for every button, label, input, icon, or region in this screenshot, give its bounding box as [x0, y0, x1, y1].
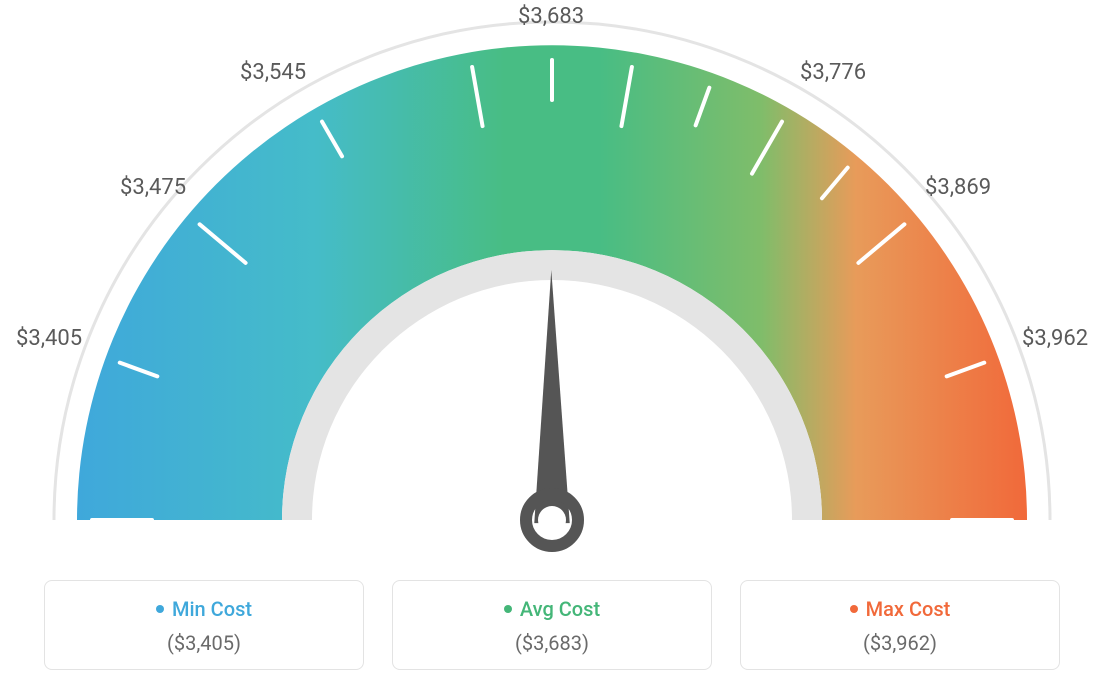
legend-card-avg: Avg Cost ($3,683) — [392, 580, 712, 670]
legend-card-min: Min Cost ($3,405) — [44, 580, 364, 670]
legend-min-value: ($3,405) — [45, 631, 363, 655]
gauge-tick-label: $3,776 — [800, 60, 866, 85]
legend-avg-value: ($3,683) — [393, 631, 711, 655]
gauge-chart: $3,405 $3,475 $3,545 $3,683 $3,776 $3,869 $3,9… — [0, 0, 1104, 560]
legend-title-avg: Avg Cost — [504, 597, 600, 621]
legend-title-max: Max Cost — [850, 597, 951, 621]
gauge-tick-label: $3,475 — [120, 175, 186, 200]
legend-max-value: ($3,962) — [741, 631, 1059, 655]
legend-row: Min Cost ($3,405) Avg Cost ($3,683) Max … — [0, 580, 1104, 670]
gauge-tick-label: $3,962 — [1022, 326, 1088, 351]
gauge-svg — [0, 0, 1104, 560]
legend-title-min: Min Cost — [156, 597, 252, 621]
gauge-tick-label: $3,405 — [16, 326, 82, 351]
dot-min — [156, 605, 164, 613]
legend-max-label: Max Cost — [866, 597, 951, 621]
legend-min-label: Min Cost — [172, 597, 252, 621]
gauge-tick-label: $3,869 — [925, 175, 991, 200]
gauge-tick-label: $3,545 — [240, 60, 306, 85]
dot-avg — [504, 605, 512, 613]
gauge-tick-label: $3,683 — [518, 4, 584, 29]
dot-max — [850, 605, 858, 613]
legend-card-max: Max Cost ($3,962) — [740, 580, 1060, 670]
legend-avg-label: Avg Cost — [520, 597, 600, 621]
